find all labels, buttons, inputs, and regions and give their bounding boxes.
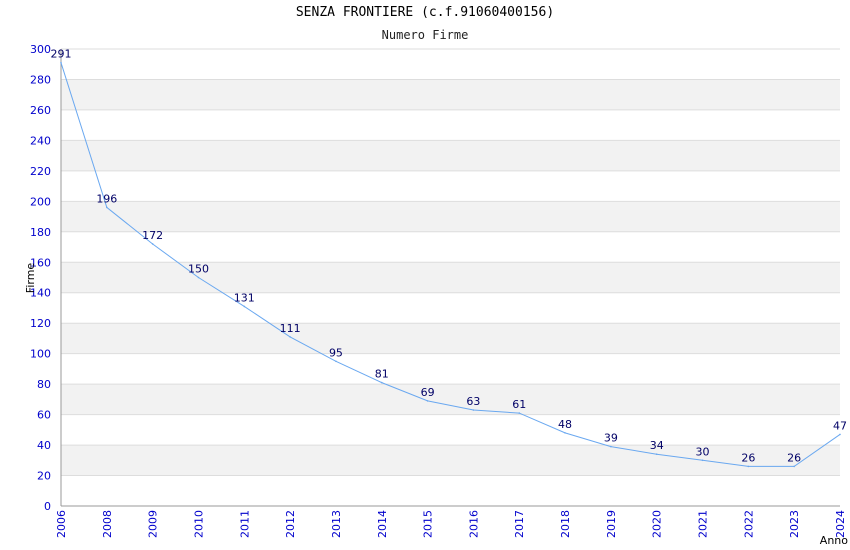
data-point [839,433,841,436]
x-tick-label: 2006 [55,510,68,538]
grid-band [61,262,840,293]
y-tick-label: 20 [37,470,51,483]
grid-band [61,140,840,171]
y-tick-label: 60 [37,409,51,422]
data-point [655,453,658,456]
x-tick-label: 2022 [742,510,755,538]
x-tick-label: 2013 [330,510,343,538]
x-tick-label: 2018 [559,510,572,538]
y-tick-label: 0 [44,500,51,513]
y-tick-label: 220 [30,165,51,178]
x-tick-label: 2021 [697,510,710,538]
data-point [106,206,108,209]
series-line [60,62,841,467]
x-tick-label: 2023 [788,510,801,538]
y-tick-label: 80 [37,378,51,391]
y-tick-label: 160 [30,256,51,269]
data-label: 39 [604,432,618,445]
data-point [60,61,62,64]
data-point [564,432,566,434]
data-label: 47 [833,419,847,432]
data-label: 26 [741,451,755,464]
data-point [472,409,475,411]
y-tick-label: 300 [30,43,51,56]
data-label: 34 [650,439,664,452]
x-tick-label: 2008 [101,510,114,538]
x-tick-label: 2009 [147,510,160,538]
grid-band [61,79,840,110]
y-tick-label: 240 [30,134,51,147]
y-tick-label: 180 [30,226,51,239]
x-axis-label: Anno [820,534,848,547]
data-label: 291 [51,48,72,61]
data-label: 172 [142,229,163,242]
y-tick-label: 40 [37,439,51,452]
data-label: 48 [558,418,572,431]
data-point [518,412,521,414]
grid-band [61,384,840,415]
y-axis-label: Firme [24,263,37,294]
x-tick-label: 2016 [467,510,480,538]
data-point [426,400,429,402]
x-tick-label: 2015 [422,510,435,538]
data-point [610,445,612,448]
y-tick-label: 100 [30,348,51,361]
grid-band [61,201,840,232]
data-point [335,360,337,363]
x-tick-label: 2020 [651,510,664,538]
grid-band [61,323,840,354]
y-tick-label: 260 [30,104,51,117]
data-point [289,336,291,338]
data-point [793,465,795,468]
data-label: 61 [512,398,526,411]
y-tick-label: 120 [30,317,51,330]
data-label: 131 [234,291,255,304]
x-tick-label: 2010 [192,510,205,538]
x-tick-label: 2024 [834,510,847,538]
x-tick-label: 2019 [605,510,618,538]
data-label: 196 [96,192,117,205]
chart-subtitle: Numero Firme [381,28,469,42]
data-label: 81 [375,368,389,381]
data-label: 30 [696,445,710,458]
data-point [380,381,383,384]
y-tick-label: 140 [30,287,51,300]
data-point [243,305,246,308]
data-point [701,459,704,462]
data-label: 26 [787,451,801,464]
grid-band [61,445,840,476]
x-tick-label: 2017 [513,510,526,538]
data-label: 63 [466,395,480,408]
data-label: 111 [280,322,301,335]
chart-title: SENZA FRONTIERE (c.f.91060400156) [295,5,555,20]
x-tick-label: 2012 [284,510,297,538]
y-tick-label: 200 [30,195,51,208]
y-tick-label: 280 [30,73,51,86]
data-label: 69 [421,386,435,399]
data-label: 150 [188,263,209,276]
x-tick-label: 2011 [238,510,251,538]
data-point [151,243,154,245]
data-point [197,276,200,279]
x-tick-label: 2014 [376,510,389,538]
data-point [747,465,750,468]
data-label: 95 [329,346,343,359]
